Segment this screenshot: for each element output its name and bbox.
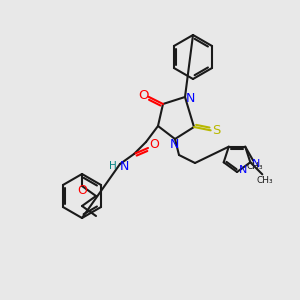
Text: N: N xyxy=(252,159,260,169)
Text: O: O xyxy=(138,89,149,102)
Text: CH₃: CH₃ xyxy=(256,176,273,185)
Text: N: N xyxy=(169,139,179,152)
Text: O: O xyxy=(77,184,87,197)
Text: N: N xyxy=(239,165,247,175)
Text: CH₃: CH₃ xyxy=(247,162,263,171)
Text: N: N xyxy=(119,160,129,172)
Text: N: N xyxy=(185,92,195,104)
Text: S: S xyxy=(212,124,221,137)
Text: O: O xyxy=(149,139,159,152)
Text: H: H xyxy=(109,161,117,171)
